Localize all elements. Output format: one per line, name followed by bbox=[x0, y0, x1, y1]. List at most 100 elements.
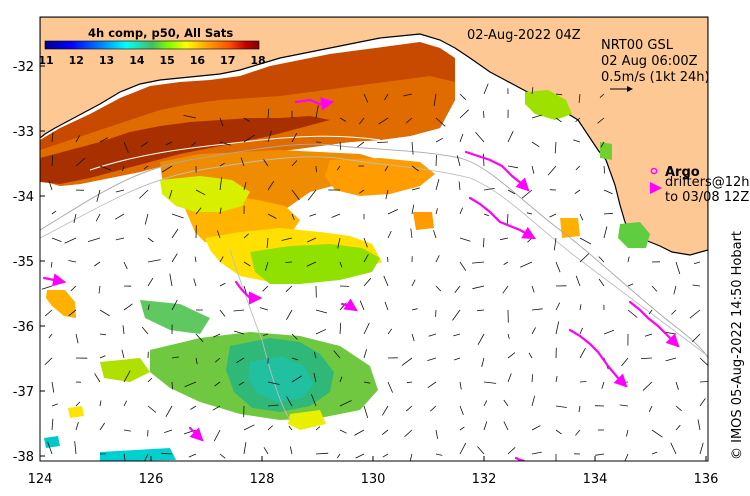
current-arrow bbox=[387, 256, 389, 263]
current-arrow bbox=[217, 230, 221, 239]
current-arrow bbox=[267, 213, 277, 219]
current-arrow bbox=[579, 327, 583, 335]
current-arrow bbox=[95, 213, 101, 222]
current-arrow bbox=[358, 117, 365, 125]
current-arrow bbox=[307, 237, 317, 243]
current-arrow bbox=[675, 381, 679, 390]
current-arrow bbox=[475, 131, 485, 143]
current-arrow bbox=[363, 349, 367, 359]
current-arrow bbox=[555, 429, 562, 435]
current-arrow bbox=[555, 261, 561, 273]
x-tick-label: 136 bbox=[694, 472, 719, 487]
current-arrow bbox=[693, 261, 701, 265]
current-arrow bbox=[689, 309, 701, 319]
current-arrow bbox=[238, 381, 245, 386]
current-arrow bbox=[123, 429, 131, 432]
current-arrow bbox=[243, 117, 250, 122]
current-arrow bbox=[472, 261, 485, 264]
current-arrow bbox=[48, 333, 53, 339]
currents-time: 02 Aug 06:00Z bbox=[601, 54, 698, 69]
current-arrow bbox=[575, 165, 581, 171]
current-arrow bbox=[483, 213, 490, 217]
current-arrow bbox=[315, 105, 319, 119]
current-arrow bbox=[675, 424, 681, 431]
current-arrow bbox=[309, 213, 317, 217]
current-arrow bbox=[315, 328, 327, 335]
current-arrow bbox=[144, 213, 149, 225]
current-arrow bbox=[600, 141, 605, 148]
current-arrow bbox=[483, 111, 485, 119]
current-arrow bbox=[265, 261, 269, 271]
current-arrow bbox=[595, 453, 605, 456]
current-arrow bbox=[555, 93, 563, 96]
current-arrow bbox=[483, 188, 495, 191]
current-arrow bbox=[435, 453, 443, 456]
current-arrow bbox=[626, 429, 629, 437]
current-arrow bbox=[219, 117, 224, 127]
axes-frame bbox=[39, 16, 709, 462]
drifter-track bbox=[568, 328, 628, 388]
current-arrow bbox=[520, 261, 533, 268]
current-arrow bbox=[115, 237, 125, 241]
current-arrow bbox=[291, 213, 295, 221]
x-tick-label: 132 bbox=[472, 472, 497, 487]
current-arrow bbox=[194, 256, 197, 263]
current-arrow bbox=[459, 381, 462, 390]
current-arrow bbox=[482, 153, 485, 167]
current-arrow bbox=[670, 442, 677, 455]
drifter-track bbox=[42, 273, 67, 287]
current-arrow bbox=[387, 230, 392, 239]
current-arrow bbox=[165, 405, 173, 417]
current-arrow bbox=[428, 333, 437, 337]
current-arrow bbox=[87, 237, 101, 242]
argo-marker-icon bbox=[650, 167, 658, 175]
current-arrow bbox=[411, 204, 415, 215]
current-arrow bbox=[285, 261, 293, 263]
current-arrow bbox=[291, 375, 302, 383]
current-arrow bbox=[384, 301, 389, 311]
current-arrow bbox=[697, 419, 701, 431]
x-tick-label: 124 bbox=[28, 472, 53, 487]
current-arrow bbox=[243, 233, 249, 239]
current-arrow bbox=[313, 372, 317, 383]
current-arrow bbox=[313, 351, 317, 359]
current-arrow bbox=[410, 228, 413, 239]
colorbar-tick-label: 14 bbox=[129, 54, 145, 67]
current-arrow bbox=[213, 429, 221, 442]
current-arrow bbox=[75, 421, 79, 431]
current-arrow bbox=[578, 405, 581, 413]
current-arrow bbox=[531, 451, 542, 455]
current-arrow bbox=[267, 108, 270, 119]
current-arrow bbox=[195, 357, 198, 365]
current-arrow bbox=[215, 357, 221, 363]
current-arrow bbox=[507, 373, 512, 383]
current-arrow bbox=[692, 333, 701, 343]
current-arrow bbox=[597, 117, 605, 124]
current-arrow bbox=[243, 134, 255, 143]
current-arrow bbox=[99, 309, 110, 317]
current-arrow bbox=[219, 207, 222, 215]
current-arrow bbox=[427, 381, 437, 389]
current-arrow bbox=[339, 376, 343, 383]
current-arrow bbox=[381, 405, 389, 416]
current-arrow bbox=[99, 355, 106, 359]
current-arrow bbox=[477, 446, 485, 455]
current-arrow bbox=[673, 285, 677, 295]
credit-text: © IMOS 05-Aug-2022 14:50 Hobart bbox=[730, 231, 745, 460]
current-arrow bbox=[648, 309, 653, 315]
current-arrow bbox=[262, 285, 269, 292]
current-arrow bbox=[75, 135, 81, 143]
current-arrow bbox=[627, 256, 630, 263]
current-arrow bbox=[99, 333, 106, 336]
current-arrow bbox=[214, 381, 221, 387]
current-arrow bbox=[579, 237, 592, 245]
current-arrow bbox=[123, 261, 128, 270]
x-tick-label: 130 bbox=[361, 472, 386, 487]
current-arrow bbox=[359, 189, 365, 194]
current-arrow bbox=[411, 165, 419, 172]
current-arrow bbox=[579, 213, 584, 221]
current-arrow bbox=[483, 237, 485, 248]
current-arrow bbox=[184, 381, 197, 388]
current-arrow bbox=[212, 405, 221, 411]
current-arrow bbox=[195, 333, 204, 343]
